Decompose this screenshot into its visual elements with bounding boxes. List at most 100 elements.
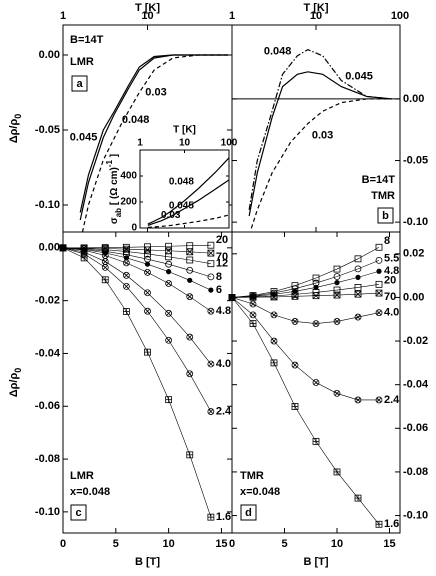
marker-stroke — [313, 321, 319, 326]
marker-stroke — [334, 319, 340, 324]
marker-circle — [333, 273, 341, 280]
y-tick-label: -0.08 — [403, 466, 428, 478]
series-label: 0.03 — [161, 210, 181, 221]
series-line — [62, 247, 212, 365]
marker — [270, 359, 278, 367]
y-tick-label: -0.05 — [403, 154, 428, 166]
series-label: 4.8 — [216, 305, 231, 317]
marker-box — [312, 292, 320, 300]
marker-circle — [186, 266, 194, 274]
marker — [186, 333, 194, 341]
marker-circle — [186, 293, 194, 301]
x-axis-label: T [K] — [135, 2, 160, 14]
series-label: 1.6 — [384, 518, 399, 530]
series-line — [231, 284, 380, 298]
marker — [165, 309, 173, 317]
marker — [166, 269, 172, 275]
marker — [144, 348, 151, 356]
marker — [228, 294, 236, 301]
marker — [144, 261, 151, 267]
marker — [165, 253, 173, 261]
series-label: 70 — [216, 251, 228, 263]
series-label: 12 — [216, 258, 228, 270]
marker — [270, 337, 278, 345]
marker-stroke — [334, 391, 340, 396]
marker-stroke — [249, 293, 257, 301]
marker — [333, 273, 341, 280]
y-tick-label: -0.02 — [35, 295, 60, 307]
series-label: 1.6 — [216, 511, 231, 523]
marker — [207, 307, 215, 315]
marker — [291, 292, 299, 300]
series-line — [62, 247, 212, 412]
marker — [122, 308, 130, 315]
marker-stroke — [313, 380, 319, 385]
marker-stroke — [102, 259, 108, 264]
series-line — [231, 247, 380, 298]
marker-stroke — [291, 293, 299, 300]
y-tick-label: 400 — [120, 171, 137, 182]
marker — [165, 280, 173, 287]
x-tick-label: 1 — [137, 138, 143, 149]
marker-dot — [313, 284, 319, 291]
marker-stroke — [187, 371, 193, 377]
y-tick-label: 0.00 — [403, 93, 424, 105]
marker-dot — [334, 280, 340, 286]
y-tick-label: -0.08 — [35, 453, 60, 465]
marker-dot — [250, 293, 256, 300]
series-label: 2.4 — [384, 394, 400, 406]
y-axis-label-part: 0 — [13, 114, 23, 119]
marker — [144, 268, 151, 276]
series-line — [231, 297, 380, 525]
series-label: 20 — [216, 234, 228, 246]
marker-box — [354, 255, 362, 263]
marker-stroke — [376, 397, 382, 403]
y-tick-label: -0.10 — [403, 216, 428, 228]
marker — [207, 360, 215, 368]
series-label: 0.045 — [169, 200, 194, 211]
x-tick-label: 10 — [331, 538, 343, 550]
marker — [354, 284, 362, 291]
marker-circle — [186, 370, 194, 378]
marker-stroke — [292, 319, 298, 324]
marker-stroke — [208, 308, 214, 314]
marker — [354, 313, 362, 321]
series-label: 0.048 — [122, 114, 150, 126]
x-tick-label: 15 — [215, 538, 227, 550]
annotation: TMR — [240, 470, 264, 482]
marker-box — [207, 260, 215, 268]
marker — [313, 284, 319, 291]
annotation: LMR — [70, 470, 94, 482]
marker-circle — [291, 318, 299, 325]
marker-box — [249, 293, 257, 301]
marker-circle — [249, 311, 257, 319]
marker — [165, 336, 173, 344]
y-axis-label-part: ab — [114, 208, 123, 217]
marker — [333, 390, 341, 397]
marker — [123, 255, 129, 261]
panel-letter: c — [75, 507, 81, 519]
marker — [354, 290, 362, 298]
series-label: 2.4 — [216, 405, 232, 417]
panel-letter: a — [76, 78, 83, 90]
x-tick-label: 100 — [391, 10, 409, 22]
annotation: LMR — [70, 56, 94, 68]
marker-circle — [333, 390, 341, 397]
y-axis-label-part: [ (Ω cm) — [109, 167, 120, 208]
marker-stroke — [145, 308, 150, 314]
y-tick-label: -0.10 — [35, 199, 60, 211]
marker — [101, 276, 109, 284]
series-label: 0.045 — [345, 71, 373, 83]
marker-box — [291, 292, 299, 300]
marker-box — [312, 274, 320, 282]
marker-circle — [354, 265, 362, 273]
marker-circle — [186, 333, 194, 341]
marker — [355, 274, 361, 280]
marker-circle — [270, 337, 278, 345]
marker-dot — [144, 261, 151, 267]
marker — [207, 241, 215, 249]
series-line — [62, 247, 212, 312]
marker-stroke — [187, 334, 193, 340]
marker — [208, 287, 214, 293]
